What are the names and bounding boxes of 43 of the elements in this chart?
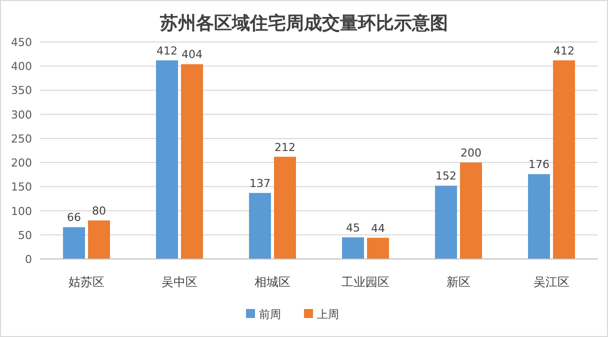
bar [181,64,203,259]
bar [156,60,178,259]
data-label: 412 [554,44,574,58]
y-tick-label: 250 [11,132,32,146]
y-tick-label: 300 [11,108,32,122]
data-label: 200 [460,146,482,160]
bar [460,162,482,259]
bar [249,192,271,259]
chart-title: 苏州各区域住宅周成交量环比示意图 [159,13,448,34]
y-tick-label: 450 [11,36,32,49]
data-label: 80 [92,204,106,218]
data-label: 152 [436,170,456,183]
y-tick-label: 100 [11,204,32,218]
data-label: 212 [274,140,296,154]
x-tick-label: 吴江区 [534,275,570,289]
data-label: 412 [156,44,178,58]
x-tick-label: 姑苏区 [68,275,104,289]
data-label: 66 [67,211,81,224]
data-label: 404 [182,48,202,62]
x-tick-label: 工业园区 [342,275,390,289]
legend-label: 前周 [259,308,281,321]
bar [63,227,85,259]
x-tick-label: 相城区 [254,275,290,289]
bar [88,220,110,259]
y-tick-label: 400 [11,60,32,74]
y-tick-label: 150 [11,180,32,194]
bar [367,238,389,259]
y-tick-label: 50 [18,228,32,242]
data-label: 45 [346,221,360,234]
x-tick-label: 新区 [446,275,470,289]
data-label: 44 [371,222,385,235]
bar [435,186,457,259]
bar [274,156,296,259]
y-tick-label: 350 [11,84,32,98]
y-tick-label: 200 [11,156,32,170]
bar [553,60,575,259]
y-tick-label: 0 [25,253,32,266]
data-label: 137 [250,176,270,190]
data-label: 176 [528,158,550,172]
x-tick-label: 吴中区 [162,275,198,289]
bar [528,174,550,259]
legend-label: 上周 [317,308,339,321]
bar [342,237,364,259]
